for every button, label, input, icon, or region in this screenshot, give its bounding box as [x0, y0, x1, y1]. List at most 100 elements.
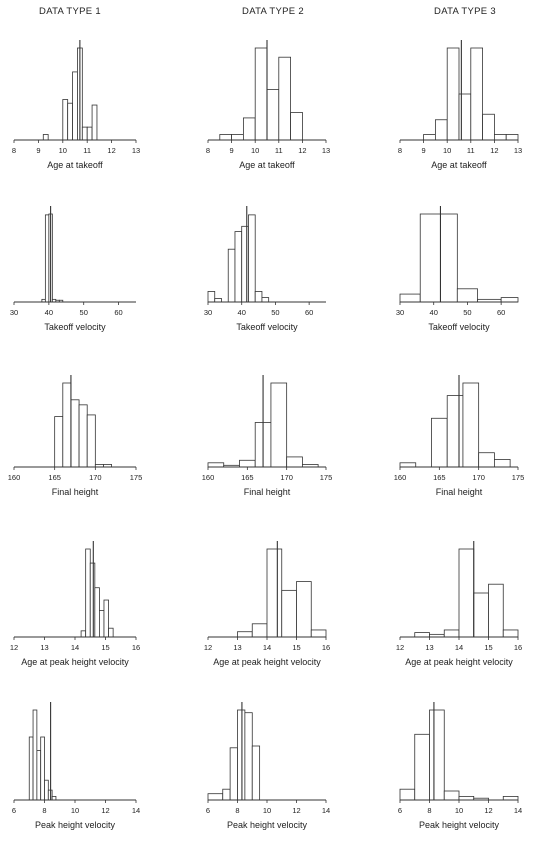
x-axis-label: Takeoff velocity: [428, 322, 490, 332]
histogram-bar: [440, 213, 458, 303]
histogram-bar: [446, 47, 460, 141]
x-tick-label: 13: [514, 146, 522, 155]
x-tick-label: 50: [271, 308, 279, 317]
x-axis-label: Peak height velocity: [227, 820, 308, 830]
histogram-bar: [419, 213, 441, 303]
histogram-bar: [286, 456, 303, 468]
x-axis-label: Takeoff velocity: [236, 322, 298, 332]
histogram-bar: [36, 750, 42, 801]
x-axis-label: Final height: [52, 487, 99, 497]
x-tick-label: 40: [45, 308, 53, 317]
x-tick-label: 40: [430, 308, 438, 317]
histogram-bar: [458, 548, 475, 638]
x-tick-label: 16: [514, 643, 522, 652]
histogram-bar: [500, 297, 519, 303]
histogram-bar: [94, 587, 100, 638]
histogram-bar: [290, 112, 303, 141]
x-tick-label: 160: [8, 473, 21, 482]
histogram-bar: [458, 93, 472, 141]
x-tick-label: 10: [443, 146, 451, 155]
x-tick-label: 16: [322, 643, 330, 652]
x-axis-label: Age at takeoff: [47, 160, 103, 170]
histogram-bar: [237, 631, 253, 638]
x-tick-label: 8: [235, 806, 239, 815]
histogram-bar: [241, 225, 249, 303]
histogram-bar: [207, 462, 225, 468]
x-tick-label: 175: [130, 473, 143, 482]
x-tick-label: 6: [12, 806, 16, 815]
x-tick-label: 160: [202, 473, 215, 482]
histogram-bar: [458, 796, 475, 801]
x-tick-label: 12: [298, 146, 306, 155]
histogram-bar: [261, 297, 270, 303]
histogram-bar: [423, 134, 436, 141]
x-tick-label: 175: [512, 473, 525, 482]
x-tick-label: 10: [71, 806, 79, 815]
x-tick-label: 12: [490, 146, 498, 155]
histogram-bar: [91, 104, 98, 141]
histogram-bar: [86, 126, 93, 141]
histogram-bar: [281, 589, 297, 638]
x-tick-label: 50: [80, 308, 88, 317]
x-tick-label: 9: [36, 146, 40, 155]
x-tick-label: 8: [42, 806, 46, 815]
x-tick-label: 13: [40, 643, 48, 652]
x-tick-label: 60: [497, 308, 505, 317]
histogram-bar: [242, 117, 256, 141]
histogram-bar: [85, 548, 91, 638]
histogram-bar: [219, 134, 233, 141]
histogram-bar: [89, 562, 96, 638]
x-tick-label: 14: [455, 643, 463, 652]
histogram-bar: [434, 119, 448, 141]
x-tick-label: 10: [251, 146, 259, 155]
x-tick-label: 30: [204, 308, 212, 317]
histogram-bar: [278, 56, 291, 141]
histogram-bar: [443, 629, 460, 638]
x-tick-label: 9: [230, 146, 234, 155]
histogram-bar: [70, 399, 80, 468]
histogram-bar: [456, 288, 478, 303]
histogram-bar: [462, 382, 480, 468]
histogram-bar: [266, 89, 280, 141]
x-tick-label: 170: [280, 473, 293, 482]
x-axis-label: Peak height velocity: [419, 820, 500, 830]
histogram-bar: [207, 793, 224, 801]
x-tick-label: 165: [433, 473, 446, 482]
histogram-bar: [62, 382, 72, 468]
histogram-bar: [229, 747, 238, 801]
histogram-bar: [470, 47, 483, 141]
x-tick-label: 170: [472, 473, 485, 482]
histogram-bar: [254, 47, 268, 141]
histogram-bar: [108, 627, 114, 638]
histogram-bar: [51, 796, 57, 801]
x-tick-label: 12: [10, 643, 18, 652]
histogram-bar: [443, 790, 460, 801]
histogram-bar: [296, 581, 312, 638]
x-tick-label: 6: [398, 806, 402, 815]
x-axis-label: Age at takeoff: [431, 160, 487, 170]
histogram-bar: [231, 134, 244, 141]
histogram-bar: [270, 382, 288, 468]
x-tick-label: 14: [263, 643, 271, 652]
histogram-bar: [62, 99, 69, 141]
x-axis-label: Final height: [244, 487, 291, 497]
histogram-bar: [103, 599, 109, 638]
x-tick-label: 170: [89, 473, 102, 482]
x-tick-label: 14: [514, 806, 522, 815]
x-tick-label: 10: [455, 806, 463, 815]
histogram-bar: [227, 248, 236, 303]
column-title-data-type-2: DATA TYPE 2: [242, 6, 304, 17]
histogram-bar: [237, 709, 246, 801]
x-tick-label: 165: [241, 473, 254, 482]
x-tick-label: 10: [263, 806, 271, 815]
histogram-bar: [473, 592, 489, 638]
histogram-bar: [429, 709, 445, 801]
histogram-bar: [493, 459, 511, 468]
histogram-bar: [251, 623, 268, 638]
histogram-bar: [44, 779, 49, 801]
x-tick-label: 13: [425, 643, 433, 652]
histogram-bar: [502, 796, 519, 801]
histogram-bar: [446, 395, 464, 468]
x-axis-label: Age at peak height velocity: [21, 657, 129, 667]
